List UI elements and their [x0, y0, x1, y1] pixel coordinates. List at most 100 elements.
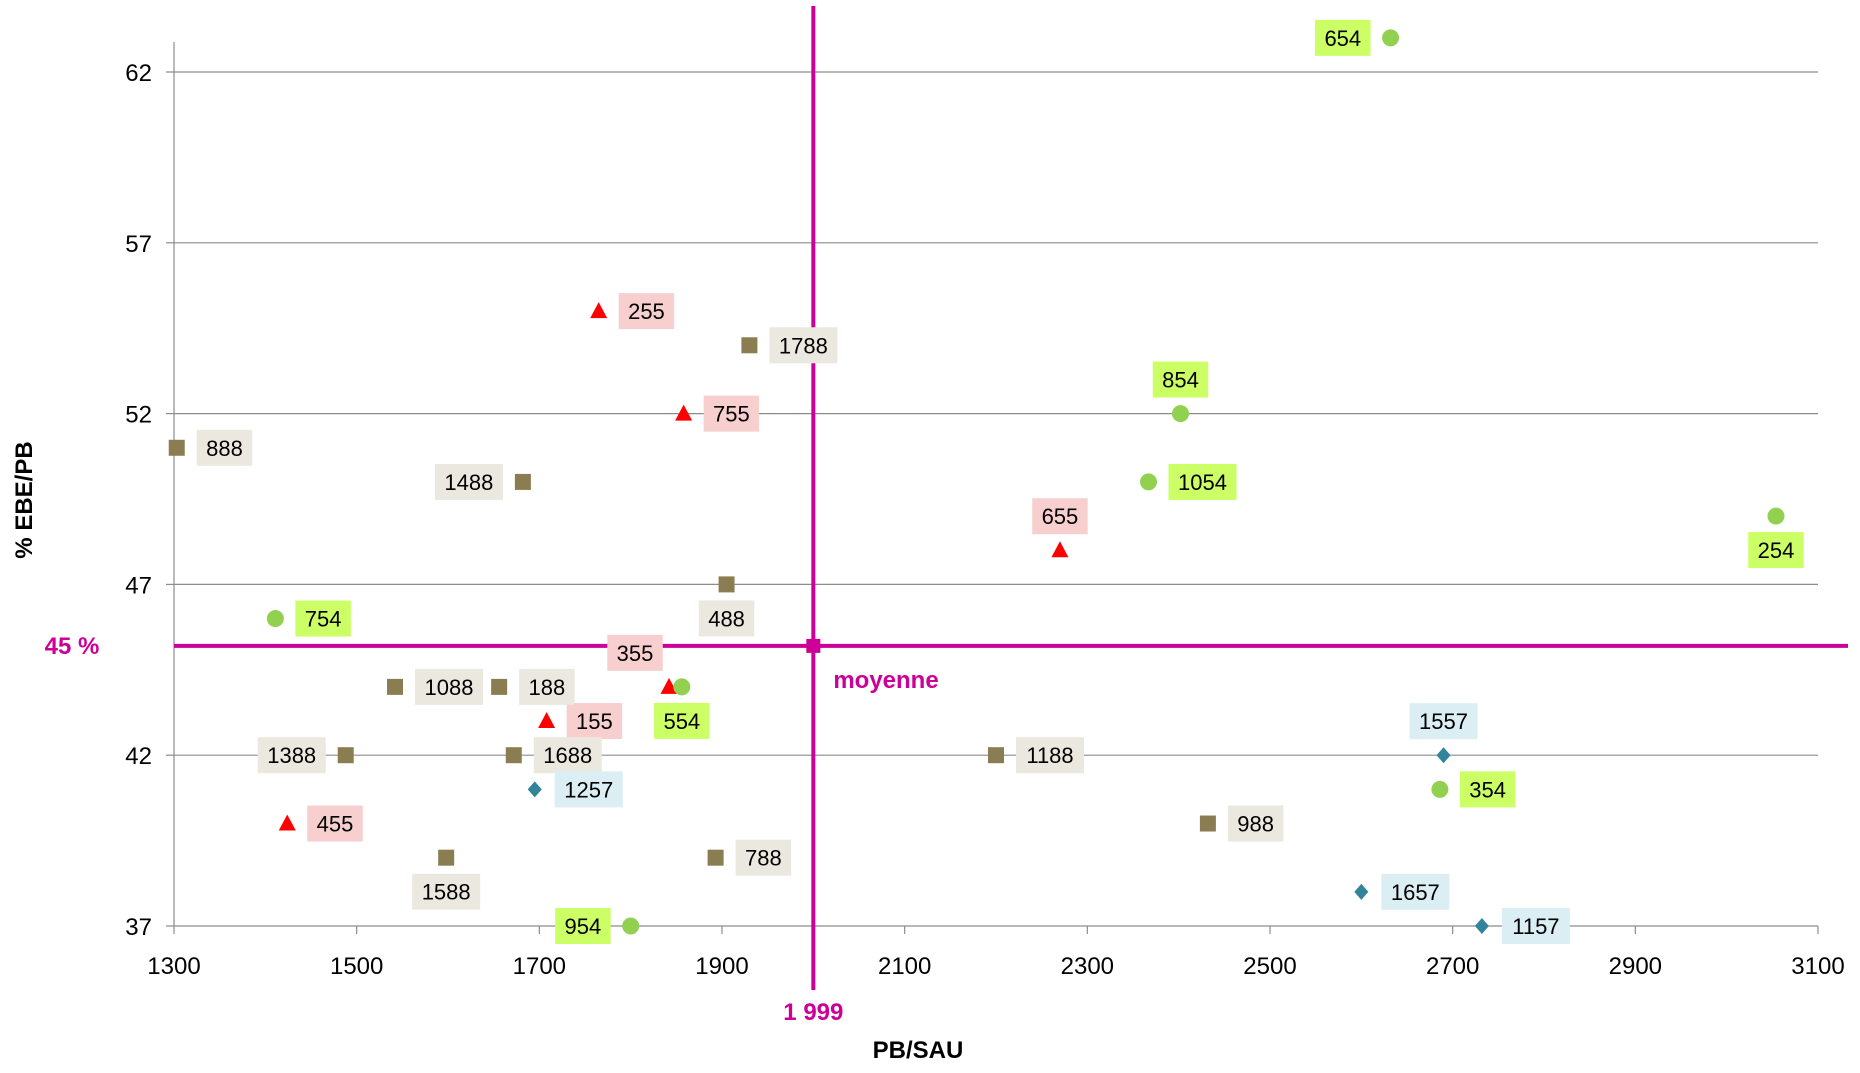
circle-marker — [622, 917, 640, 935]
y-tick-label: 37 — [125, 914, 152, 941]
point-label-bg — [1032, 498, 1088, 535]
x-tick-label: 2100 — [878, 953, 931, 980]
diamond-marker — [1474, 918, 1489, 934]
square-marker — [718, 576, 735, 593]
x-tick-label: 2500 — [1243, 953, 1296, 980]
point-label-bg — [607, 634, 663, 671]
square-marker — [988, 747, 1004, 764]
square-marker — [514, 473, 531, 490]
circle-marker — [1140, 473, 1158, 491]
diamond-marker — [1354, 883, 1369, 900]
point-label-bg — [566, 703, 623, 740]
point-label-bg — [412, 873, 481, 910]
point-label: 354 — [1469, 777, 1506, 802]
point-label: 754 — [305, 607, 342, 632]
square-marker — [337, 747, 354, 764]
triangle-marker — [538, 712, 556, 729]
point-label-bg — [618, 293, 675, 330]
point-label-bg — [1016, 737, 1084, 774]
x-tick-label: 3100 — [1791, 953, 1844, 980]
point-label-bg — [257, 737, 326, 774]
point-label: 988 — [1237, 812, 1274, 837]
point-label: 1054 — [1178, 470, 1227, 495]
point-label-bg — [698, 600, 755, 637]
y-tick-label: 62 — [125, 60, 152, 87]
point-label: 155 — [576, 709, 613, 734]
point-label-bg — [703, 395, 760, 432]
point-label-bg — [415, 668, 484, 705]
point-label: 554 — [663, 709, 700, 734]
x-tick-label: 1700 — [513, 953, 566, 980]
point-label-bg — [1227, 805, 1284, 842]
x-tick-label: 1300 — [147, 953, 200, 980]
diamond-marker — [527, 781, 542, 798]
point-label: 255 — [628, 299, 665, 324]
point-label-bg — [1152, 361, 1209, 398]
point-label: 1088 — [425, 675, 474, 700]
point-label: 854 — [1162, 368, 1199, 393]
point-label-bg — [555, 908, 611, 944]
square-marker — [491, 678, 508, 695]
square-marker — [707, 849, 724, 866]
point-label: 1788 — [779, 333, 828, 358]
circle-marker — [266, 610, 284, 628]
y-tick-label: 52 — [125, 402, 152, 429]
point-label-bg — [1748, 532, 1804, 569]
point-label-bg — [1168, 463, 1237, 500]
point-label: 788 — [745, 846, 782, 871]
circle-marker — [673, 678, 691, 696]
point-label-bg — [1501, 908, 1570, 944]
square-marker — [1199, 815, 1216, 832]
point-label: 254 — [1758, 538, 1795, 563]
axes: 37 42 47 52 57 62 1300 1500 1700 1900 2100 2300 2500… — [125, 42, 1845, 980]
point-label-bg — [519, 668, 575, 705]
point-label-bg — [554, 771, 623, 808]
point-label: 1657 — [1391, 880, 1440, 905]
point-label: 488 — [708, 606, 745, 631]
point-label: 1588 — [422, 880, 471, 905]
y-tick-label: 57 — [125, 231, 152, 258]
data-points: 255 755 655 355 155 455 1788 888 1488 488 1088 188 1… — [168, 19, 1804, 944]
mean-y-label: 45 % — [45, 633, 100, 660]
square-marker — [168, 439, 185, 456]
point-label: 654 — [1324, 26, 1361, 51]
point-label: 1157 — [1512, 914, 1559, 939]
point-label-bg — [654, 702, 710, 739]
point-label-bg — [1459, 771, 1516, 808]
square-marker — [387, 678, 404, 695]
x-tick-label: 2700 — [1426, 953, 1479, 980]
point-label-bg — [1381, 873, 1450, 910]
x-tick-label: 1900 — [695, 953, 748, 980]
circle-marker — [1171, 405, 1189, 423]
triangle-marker — [1051, 541, 1069, 558]
point-label: 188 — [529, 675, 566, 700]
mean-point-label: moyenne — [833, 667, 938, 694]
reference-lines: 1 999 45 % moyenne — [45, 6, 1848, 1026]
y-axis-title: % EBE/PB — [11, 441, 38, 558]
square-marker — [741, 337, 758, 354]
point-label: 1388 — [267, 743, 316, 768]
circle-marker — [1767, 507, 1785, 525]
point-label: 1488 — [444, 470, 493, 495]
triangle-marker — [278, 814, 296, 831]
point-label: 755 — [713, 402, 750, 427]
point-label-bg — [307, 805, 363, 842]
point-label-bg — [1315, 19, 1371, 56]
point-label-bg — [434, 463, 503, 500]
triangle-marker — [675, 404, 693, 421]
point-label: 1557 — [1419, 709, 1468, 734]
point-label-bg — [1409, 703, 1478, 740]
y-tick-label: 47 — [125, 572, 152, 599]
point-label: 655 — [1042, 504, 1079, 529]
x-tick-label: 1500 — [330, 953, 383, 980]
gridlines — [174, 71, 1818, 756]
point-label-bg — [735, 839, 792, 876]
circle-marker — [1431, 780, 1449, 798]
point-label-bg — [196, 429, 253, 466]
square-marker — [438, 849, 455, 866]
point-label: 954 — [565, 914, 602, 939]
diamond-marker — [1436, 747, 1451, 764]
x-axis-title: PB/SAU — [873, 1037, 964, 1064]
point-label-bg — [533, 737, 602, 774]
point-label: 355 — [617, 641, 654, 666]
